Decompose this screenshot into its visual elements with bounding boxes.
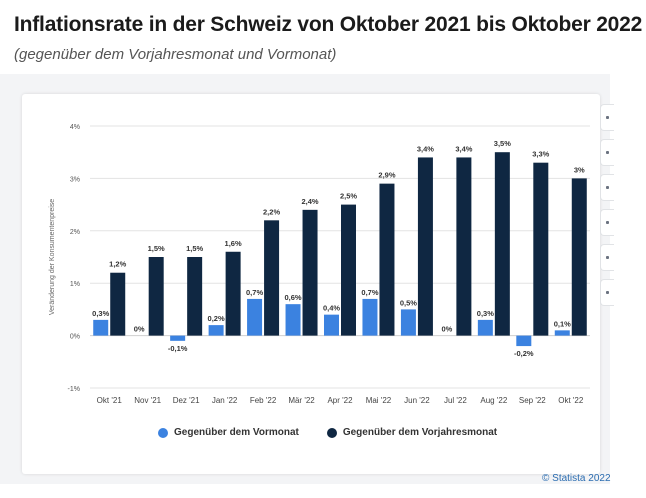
data-label-vormonat: 0,4% xyxy=(323,304,340,313)
bar-vorjahresmonat xyxy=(187,257,203,336)
y-tick-label: -1% xyxy=(68,386,80,393)
data-label-vorjahresmonat: 3,4% xyxy=(455,144,472,153)
bar-vormonat xyxy=(324,314,339,336)
tool-button-1[interactable] xyxy=(600,104,614,131)
data-label-vorjahresmonat: 3% xyxy=(574,165,585,174)
y-tick-label: 3% xyxy=(70,176,80,183)
x-tick-label: Nov '21 xyxy=(134,396,161,405)
tool-button-4[interactable] xyxy=(600,209,614,236)
bar-vormonat xyxy=(477,319,493,336)
data-label-vormonat: 0% xyxy=(134,325,145,334)
legend-item-vorjahresmonat[interactable]: Gegenüber dem Vorjahresmonat xyxy=(326,427,498,438)
bar-vorjahresmonat xyxy=(225,251,241,336)
bar-vorjahresmonat xyxy=(417,157,433,336)
data-label-vorjahresmonat: 2,4% xyxy=(301,197,318,206)
data-label-vormonat: 0,3% xyxy=(92,309,109,318)
bar-vorjahresmonat xyxy=(148,257,164,336)
page-title: Inflationsrate in der Schweiz von Oktobe… xyxy=(14,13,643,36)
x-tick-label: Okt '21 xyxy=(97,396,123,405)
x-tick-label: Okt '22 xyxy=(558,396,584,405)
data-label-vormonat: -0,2% xyxy=(514,349,534,358)
tool-button-2[interactable] xyxy=(600,139,614,166)
x-tick-label: Feb '22 xyxy=(250,396,277,405)
x-tick-label: Apr '22 xyxy=(327,396,353,405)
data-label-vorjahresmonat: 2,2% xyxy=(263,207,280,216)
data-label-vorjahresmonat: 1,6% xyxy=(225,239,242,248)
bar-vorjahresmonat xyxy=(571,178,587,336)
x-tick-label: Jan '22 xyxy=(212,396,238,405)
y-tick-label: 2% xyxy=(70,229,80,236)
data-label-vormonat: 0,2% xyxy=(208,314,225,323)
bar-vormonat xyxy=(170,335,186,341)
statista-credit-link[interactable]: © Statista 2022 xyxy=(542,473,611,484)
data-label-vormonat: 0,5% xyxy=(400,298,417,307)
data-label-vorjahresmonat: 1,5% xyxy=(186,244,203,253)
x-tick-label: Mai '22 xyxy=(366,396,392,405)
bar-vormonat xyxy=(208,325,224,336)
chart-toolbar xyxy=(600,104,614,314)
data-label-vorjahresmonat: 1,2% xyxy=(109,260,126,269)
bar-vormonat xyxy=(400,309,416,336)
data-label-vormonat: 0,1% xyxy=(554,319,571,328)
bar-vorjahresmonat xyxy=(456,157,472,336)
bar-vorjahresmonat xyxy=(302,209,318,336)
x-tick-label: Mär '22 xyxy=(288,396,315,405)
data-label-vorjahresmonat: 2,9% xyxy=(378,171,395,180)
data-label-vorjahresmonat: 3,5% xyxy=(494,139,511,148)
data-label-vormonat: 0,3% xyxy=(477,309,494,318)
data-label-vormonat: 0% xyxy=(441,325,452,334)
bar-vorjahresmonat xyxy=(379,183,395,336)
legend-item-vormonat[interactable]: Gegenüber dem Vormonat xyxy=(158,427,299,438)
x-tick-label: Jun '22 xyxy=(404,396,430,405)
y-tick-label: 4% xyxy=(70,124,80,131)
data-label-vorjahresmonat: 3,4% xyxy=(417,144,434,153)
data-label-vorjahresmonat: 1,5% xyxy=(148,244,165,253)
data-label-vormonat: -0,1% xyxy=(168,344,188,353)
data-label-vormonat: 0,7% xyxy=(246,288,263,297)
tool-button-3[interactable] xyxy=(600,174,614,201)
bar-vorjahresmonat xyxy=(494,152,510,336)
data-label-vormonat: 0,7% xyxy=(361,288,378,297)
chart-legend: Gegenüber dem Vormonat Gegenüber dem Vor… xyxy=(158,427,497,438)
tool-button-5[interactable] xyxy=(600,244,614,271)
bar-vormonat xyxy=(247,298,263,336)
bar-vormonat xyxy=(362,298,378,336)
x-tick-label: Aug '22 xyxy=(480,396,507,405)
x-tick-label: Sep '22 xyxy=(519,396,546,405)
page-subtitle: (gegenüber dem Vorjahresmonat und Vormon… xyxy=(14,46,337,63)
bar-vorjahresmonat xyxy=(264,220,280,336)
bar-vorjahresmonat xyxy=(341,204,356,336)
x-tick-label: Jul '22 xyxy=(444,396,467,405)
legend-swatch-vorjahresmonat xyxy=(326,427,337,438)
y-tick-label: 0% xyxy=(70,334,80,341)
y-tick-label: 1% xyxy=(70,281,80,288)
bar-vorjahresmonat xyxy=(110,272,126,336)
x-tick-label: Dez '21 xyxy=(173,396,200,405)
tool-button-6[interactable] xyxy=(600,279,614,306)
bar-vormonat xyxy=(285,304,301,336)
bar-vorjahresmonat xyxy=(533,162,549,336)
bar-vormonat xyxy=(93,319,109,336)
legend-swatch-vormonat xyxy=(158,427,168,438)
bar-vormonat xyxy=(516,335,532,347)
legend-label-vormonat: Gegenüber dem Vormonat xyxy=(174,427,299,438)
data-label-vorjahresmonat: 2,5% xyxy=(340,192,357,201)
data-label-vormonat: 0,6% xyxy=(284,293,301,302)
data-label-vorjahresmonat: 3,3% xyxy=(532,150,549,159)
legend-label-vorjahresmonat: Gegenüber dem Vorjahresmonat xyxy=(342,427,498,438)
y-axis-label: Veränderung der Konsumentenpreise xyxy=(49,199,56,315)
bar-vormonat xyxy=(554,330,570,336)
